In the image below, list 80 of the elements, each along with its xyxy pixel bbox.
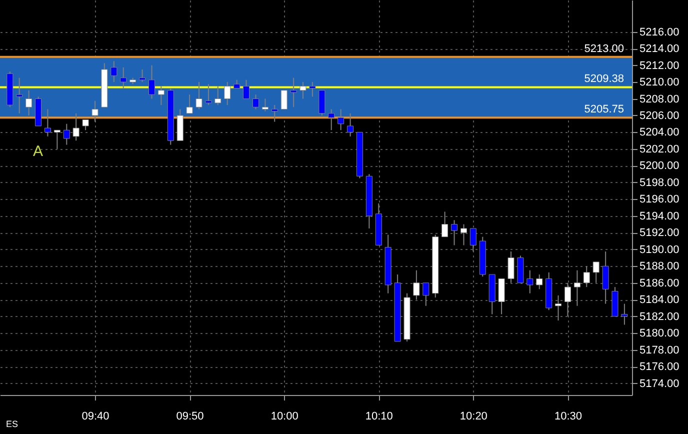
candlestick (243, 79, 250, 100)
x-tick-label: 10:20 (460, 410, 488, 422)
candlestick (54, 130, 60, 150)
text: ES (6, 419, 18, 429)
x-tick-label: 09:50 (176, 410, 204, 422)
y-tick-label: 5188.00 (640, 260, 680, 273)
candlestick (120, 66, 127, 89)
y-tick-label: 5180.00 (640, 328, 680, 340)
y-tick-label: 5192.00 (640, 227, 680, 240)
x-tick-label: 10:30 (554, 410, 582, 422)
y-tick-label: 5186.00 (640, 277, 680, 290)
y-tick-label: 5176.00 (640, 361, 680, 374)
y-tick-label: 5196.00 (640, 194, 680, 206)
y-tick-label: 5174.00 (640, 378, 680, 390)
candlestick (621, 303, 628, 326)
y-tick-label: 5200.00 (640, 160, 680, 172)
y-tick-label: 5190.00 (640, 244, 680, 256)
candlestick (92, 100, 98, 122)
candlestick (555, 294, 562, 322)
y-tick-label: 5194.00 (640, 210, 680, 222)
y-tick-label: 5182.00 (640, 310, 680, 323)
candlestick (280, 90, 288, 110)
candlestick (26, 90, 32, 116)
y-tick-label: 5214.00 (640, 43, 680, 56)
candlestick (583, 266, 590, 288)
candlestick (252, 94, 259, 110)
candlestick (564, 282, 571, 317)
candlestick (110, 60, 118, 83)
candlestick (72, 112, 80, 142)
candlestick (214, 86, 222, 106)
y-tick-label: 5184.00 (640, 294, 680, 306)
candlestick (148, 64, 155, 100)
candlestick (526, 270, 534, 294)
y-tick-label: 5178.00 (640, 344, 680, 356)
y-tick-label: 5202.00 (640, 143, 680, 156)
candlestick (413, 270, 420, 300)
candlestick (82, 119, 89, 131)
y-tick-label: 5208.00 (640, 93, 680, 106)
candlestick (318, 90, 326, 116)
candlestick (196, 82, 202, 110)
candlestick (16, 77, 23, 114)
candlestick (422, 282, 430, 306)
candlestick (536, 274, 543, 290)
x-tick-label: 10:10 (365, 410, 393, 422)
candlestick (460, 224, 467, 246)
y-tick-label: 5216.00 (640, 26, 680, 38)
ref-line-label: 5209.38 (584, 73, 624, 86)
candlestick (262, 98, 268, 112)
annotation: A (33, 143, 44, 160)
x-tick-label: 09:40 (82, 410, 110, 422)
candlestick (347, 112, 354, 137)
candlestick (498, 278, 505, 315)
candlestick (508, 250, 514, 284)
candlestick (205, 84, 212, 106)
candlestick (328, 108, 335, 131)
y-tick-label: 5212.00 (640, 60, 680, 72)
candlestick (186, 94, 193, 114)
candlestick (44, 108, 51, 137)
candlestick (224, 82, 231, 106)
candlestick (451, 220, 458, 246)
candlestick (271, 104, 278, 122)
candlestick (574, 270, 580, 306)
candlestick (470, 228, 476, 252)
candlestick (300, 82, 306, 100)
x-tick-label: 10:00 (270, 410, 298, 422)
y-tick-label: 5210.00 (640, 76, 680, 89)
ref-line-label: 5205.75 (584, 104, 624, 116)
y-tick-label: 5204.00 (640, 126, 680, 139)
candlestick (158, 86, 164, 106)
y-tick-label: 5198.00 (640, 176, 680, 189)
candlestick (63, 123, 70, 146)
candlestick (290, 77, 297, 108)
candlestick (309, 82, 316, 98)
candlestick (139, 68, 146, 83)
candlestick (602, 250, 609, 304)
ref-line-label: 5213.00 (584, 42, 624, 55)
candlestick (338, 108, 344, 131)
candlestick (592, 261, 600, 284)
candlestick (442, 211, 448, 238)
y-tick-label: 5206.00 (640, 110, 680, 122)
